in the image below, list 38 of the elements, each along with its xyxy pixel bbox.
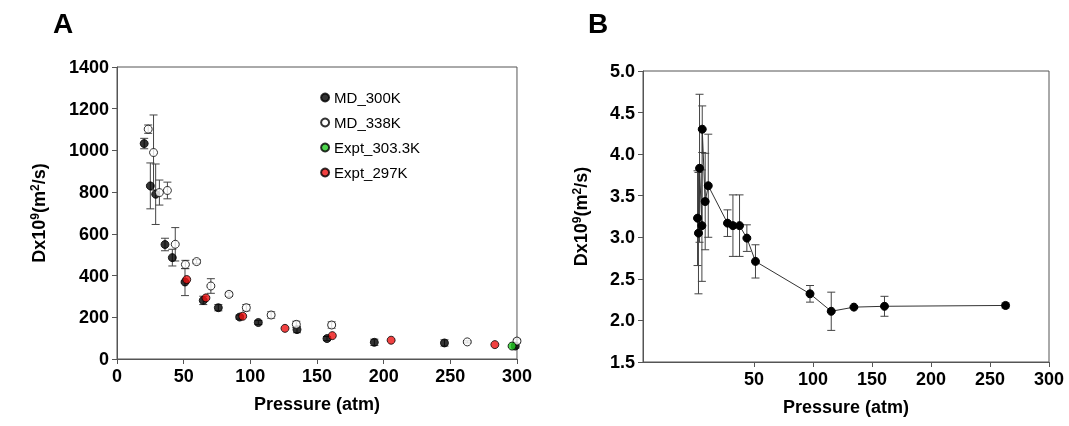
legend-label: MD_300K <box>334 89 401 106</box>
x-tick-label: 250 <box>974 369 1006 389</box>
y-tick-label: 3.0 <box>609 227 635 248</box>
y-tick-label: 1400 <box>68 57 109 77</box>
y-tick-label: 400 <box>78 265 109 286</box>
y-tick-label: 5.0 <box>609 61 635 81</box>
x-axis-title: Pressure (atm) <box>253 394 381 414</box>
legend-label: Expt_303.3K <box>334 139 421 156</box>
y-tick-label: 600 <box>78 223 109 244</box>
y-tick-label: 800 <box>78 182 109 203</box>
legend-label: Expt_297K <box>334 164 408 181</box>
x-tick-label: 150 <box>856 369 887 389</box>
x-tick-label: 100 <box>235 366 266 386</box>
chart-title: B <box>588 7 609 39</box>
y-tick-label: 2.5 <box>609 268 635 289</box>
x-tick-label: 0 <box>111 366 123 386</box>
y-tick-label: 4.5 <box>609 102 635 123</box>
x-tick-label: 250 <box>435 366 466 386</box>
x-axis-title: Pressure (atm) <box>782 397 910 417</box>
x-tick-label: 200 <box>915 369 946 389</box>
y-axis-title: Dx109(m2/s) <box>570 166 591 267</box>
y-tick-label: 1000 <box>68 140 109 161</box>
y-tick-label: 1.5 <box>609 352 635 372</box>
x-tick-label: 100 <box>797 369 828 389</box>
x-tick-label: 200 <box>368 366 399 386</box>
x-tick-label: 300 <box>1033 369 1065 389</box>
x-tick-label: 50 <box>743 369 764 389</box>
x-tick-label: 50 <box>173 366 194 386</box>
y-tick-label: 200 <box>78 307 109 328</box>
x-tick-label: 150 <box>301 366 333 386</box>
y-tick-label: 1200 <box>68 98 109 119</box>
y-tick-label: 4.0 <box>609 144 635 165</box>
y-tick-label: 0 <box>98 349 109 369</box>
y-tick-label: 2.0 <box>609 310 635 331</box>
x-tick-label: 300 <box>501 366 533 386</box>
chart-title: A <box>53 7 74 39</box>
y-tick-label: 3.5 <box>609 185 635 206</box>
legend-label: MD_338K <box>334 114 401 131</box>
